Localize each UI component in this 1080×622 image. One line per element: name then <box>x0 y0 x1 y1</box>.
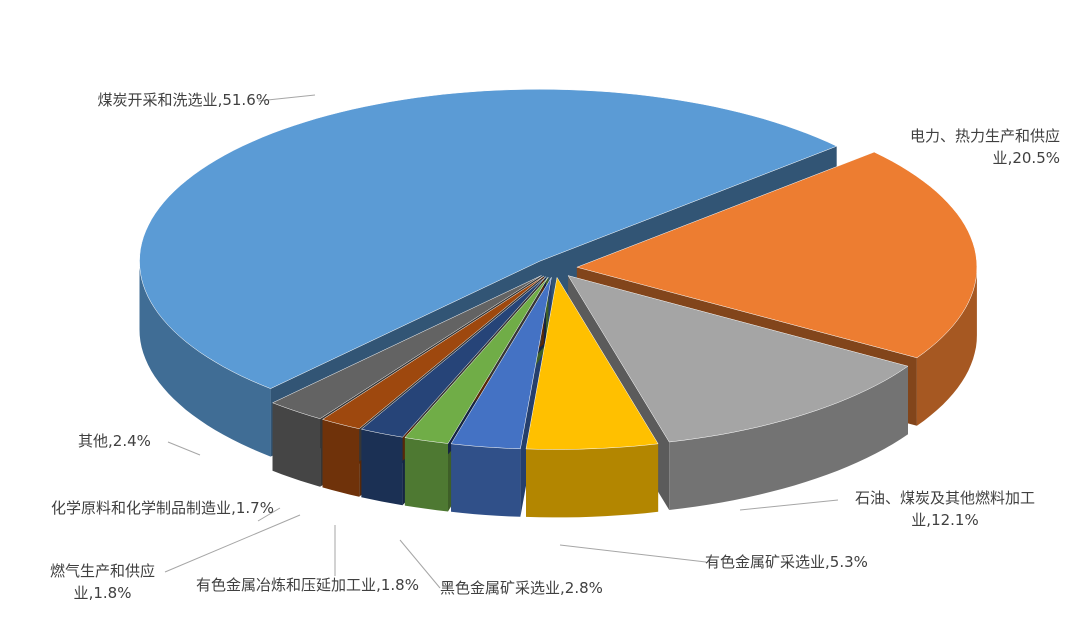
value-label: 5.3% <box>829 553 868 571</box>
slice <box>450 277 552 450</box>
category-name: 化学原料和化学制品制造业 <box>51 499 232 517</box>
leader-line <box>399 539 441 589</box>
slice-side <box>526 443 659 518</box>
leader-line <box>559 544 707 563</box>
leader-line <box>257 507 281 522</box>
value-label: 12.1% <box>931 511 979 529</box>
value-label: 51.6% <box>222 91 270 109</box>
leader-line <box>739 499 839 511</box>
slice <box>321 275 544 429</box>
data-label: 其他,2.4% <box>78 430 178 452</box>
slice <box>404 276 549 444</box>
label-separator: , <box>1007 149 1013 167</box>
leader-line <box>257 94 316 102</box>
value-label: 2.4% <box>112 432 151 450</box>
data-label: 化学原料和化学制品制造业,1.7% <box>40 497 285 519</box>
label-separator: , <box>88 584 94 602</box>
data-label: 电力、热力生产和供应业,20.5% <box>850 125 1060 169</box>
category-name: 电力、热力生产和供应业 <box>909 127 1060 167</box>
label-separator: , <box>108 432 113 450</box>
category-name: 黑色金属矿采选业 <box>440 579 561 597</box>
slice <box>271 275 542 419</box>
slice-side <box>404 437 448 512</box>
leader-line <box>164 514 301 573</box>
data-label: 有色金属矿采选业,5.3% <box>705 551 915 573</box>
data-label: 燃气生产和供应业,1.8% <box>40 560 165 604</box>
slice-side <box>272 402 321 487</box>
slice-side <box>451 443 521 517</box>
value-label: 1.8% <box>380 576 419 594</box>
label-separator: , <box>217 91 223 109</box>
slice-side <box>322 419 360 497</box>
value-label: 20.5% <box>1012 149 1060 167</box>
slice <box>567 275 909 443</box>
data-label: 石油、煤炭及其他燃料加工业,12.1% <box>835 487 1055 531</box>
leader-line <box>167 441 201 456</box>
label-separator: , <box>231 499 236 517</box>
category-name: 煤炭开采和洗选业 <box>97 91 218 109</box>
slice <box>360 276 547 438</box>
slice <box>576 151 978 359</box>
category-name: 其他 <box>78 432 109 450</box>
category-name: 有色金属冶炼和压延加工业 <box>196 576 377 594</box>
slice <box>525 276 659 450</box>
data-label: 煤炭开采和洗选业,51.6% <box>40 89 270 111</box>
value-label: 1.8% <box>93 584 132 602</box>
category-name: 燃气生产和供应业 <box>49 562 155 602</box>
slice-side <box>916 267 977 426</box>
label-separator: , <box>825 553 830 571</box>
label-separator: , <box>560 579 565 597</box>
label-separator: , <box>926 511 932 529</box>
value-label: 2.8% <box>564 579 603 597</box>
data-label: 有色金属冶炼和压延加工业,1.8% <box>195 574 420 596</box>
slice-side <box>361 429 403 506</box>
value-label: 1.7% <box>235 499 274 517</box>
category-name: 石油、煤炭及其他燃料加工业 <box>854 489 1035 529</box>
data-label: 黑色金属矿采选业,2.8% <box>440 577 650 599</box>
slice-side <box>669 366 908 510</box>
label-separator: , <box>376 576 381 594</box>
slice <box>139 89 838 389</box>
category-name: 有色金属矿采选业 <box>705 553 826 571</box>
slice-side <box>139 261 271 457</box>
